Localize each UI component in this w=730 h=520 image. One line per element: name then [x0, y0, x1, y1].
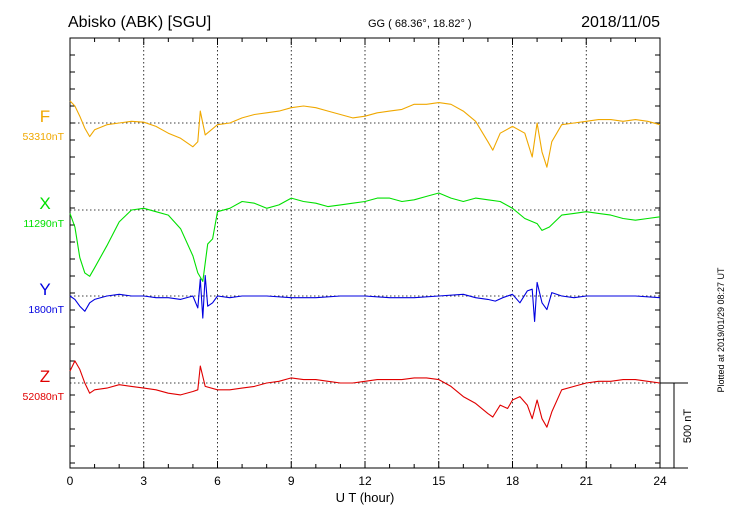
- component-label-x: X: [39, 194, 50, 213]
- x-tick-label: 15: [432, 474, 446, 488]
- component-label-y: Y: [39, 280, 50, 299]
- x-tick-label: 18: [506, 474, 520, 488]
- plotted-timestamp: Plotted at 2019/01/29 08:27 UT: [716, 267, 726, 393]
- x-tick-label: 0: [67, 474, 74, 488]
- x-tick-label: 6: [214, 474, 221, 488]
- series-traces: [69, 100, 661, 428]
- baseline-label-y: 1800nT: [28, 304, 64, 316]
- series-line-x: [69, 192, 661, 282]
- x-axis-label: U T (hour): [336, 490, 395, 505]
- grid-lines: [70, 38, 660, 468]
- series-line-y: [69, 275, 661, 323]
- series-line-z: [69, 360, 661, 428]
- baseline-label-f: 53310nT: [23, 131, 65, 143]
- component-labels: F 53310nT X 11290nT Y 1800nT Z 52080nT: [23, 107, 65, 403]
- x-tick-label: 24: [653, 474, 667, 488]
- coordinates-label: GG ( 68.36°, 18.82° ): [368, 18, 472, 30]
- station-title: Abisko (ABK) [SGU]: [68, 14, 211, 31]
- x-tick-labels: 0 3 6 9 12 15 18 21 24: [67, 474, 667, 488]
- component-label-f: F: [40, 107, 50, 126]
- series-line-f: [69, 100, 661, 168]
- scale-bar-label: 500 nT: [682, 409, 694, 444]
- scale-bar: [660, 382, 688, 469]
- baseline-label-x: 11290nT: [23, 218, 64, 230]
- baseline-label-z: 52080nT: [23, 391, 65, 403]
- axis-ticks: [69, 38, 661, 468]
- x-tick-label: 12: [358, 474, 372, 488]
- x-tick-label: 21: [580, 474, 594, 488]
- date-label: 2018/11/05: [581, 14, 660, 31]
- x-tick-label: 9: [288, 474, 295, 488]
- x-tick-label: 3: [140, 474, 147, 488]
- component-label-z: Z: [40, 367, 50, 386]
